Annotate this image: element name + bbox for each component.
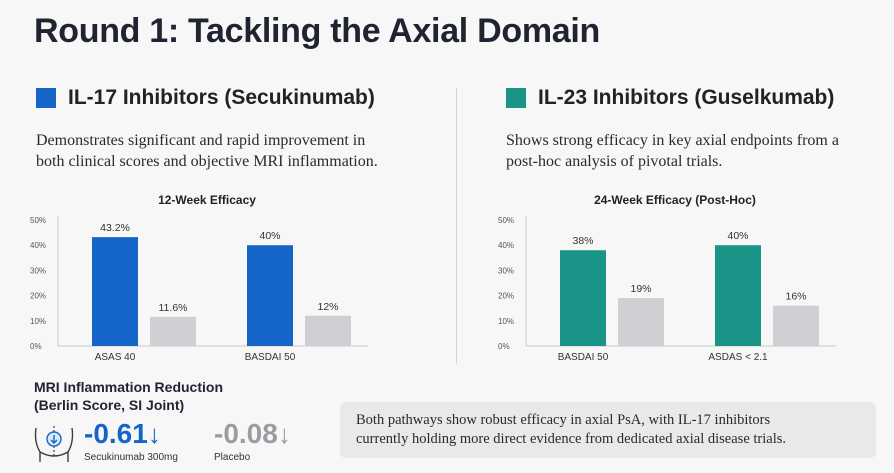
bar [560,250,606,346]
page-title: Round 1: Tackling the Axial Domain [34,12,600,50]
bar [92,237,138,346]
category-label: BASDAI 50 [245,352,296,363]
bar [305,315,351,346]
data-label: 11.6% [159,302,188,314]
down-arrow-icon: ↓ [277,419,291,449]
y-tick-label: 0% [498,342,510,351]
il17-description-line1: Demonstrates significant and rapid impro… [36,132,366,149]
chart-12-week-svg: 12-Week Efficacy 0% 10% 20% 30% 40% 50% 43.2% 11… [30,193,368,363]
data-label: 40% [259,230,280,242]
si-joint-icon [34,426,74,462]
data-label: 16% [785,291,806,303]
data-label: 38% [572,235,593,247]
il23-description: Shows strong efficacy in key axial endpo… [506,130,839,172]
placebo-mri-number: -0.08 [214,418,278,449]
y-tick-label: 30% [498,266,514,275]
category-label: BASDAI 50 [558,352,609,363]
il17-heading: IL-17 Inhibitors (Secukinumab) [36,86,375,110]
summary-note-line2: currently holding more direct evidence f… [356,431,786,447]
y-tick-label: 50% [498,216,514,225]
chart-24-week-svg: 24-Week Efficacy (Post-Hoc) 0% 10% 20% 30% 40… [498,193,836,363]
chart-title: 24-Week Efficacy (Post-Hoc) [594,193,756,207]
bar [150,316,196,346]
data-label: 12% [317,301,338,313]
placebo-mri-value: -0.08↓ [214,418,291,450]
bar [247,245,293,346]
summary-note: Both pathways show robust efficacy in ax… [340,402,876,458]
y-tick-label: 10% [498,317,514,326]
secukinumab-mri-value: -0.61↓ [84,418,161,450]
data-label: 40% [727,230,748,242]
il23-description-line1: Shows strong efficacy in key axial endpo… [506,132,839,149]
y-tick-label: 40% [498,241,514,250]
section-divider [456,88,457,364]
il23-color-swatch [506,88,526,108]
mri-title-line2: (Berlin Score, SI Joint) [34,397,185,413]
mri-title: MRI Inflammation Reduction (Berlin Score… [34,378,223,414]
y-tick-label: 20% [498,292,514,301]
data-label: 19% [630,283,651,295]
chart-title: 12-Week Efficacy [158,193,256,207]
il17-color-swatch [36,88,56,108]
y-tick-label: 20% [30,292,46,301]
y-tick-label: 30% [30,266,46,275]
down-arrow-icon: ↓ [147,419,161,449]
chart-24-week: 24-Week Efficacy (Post-Hoc) 0% 10% 20% 30% 40… [496,190,858,368]
data-label: 43.2% [100,222,130,234]
il23-description-line2: post-hoc analysis of pivotal trials. [506,153,723,170]
secukinumab-mri-number: -0.61 [84,418,148,449]
il17-heading-text: IL-17 Inhibitors (Secukinumab) [68,86,375,109]
il23-heading: IL-23 Inhibitors (Guselkumab) [506,86,834,110]
y-tick-label: 10% [30,317,46,326]
secukinumab-mri-label: Secukinumab 300mg [84,452,178,463]
bar [618,298,664,346]
y-tick-label: 50% [30,216,46,225]
y-tick-label: 40% [30,241,46,250]
summary-note-line1: Both pathways show robust efficacy in ax… [356,412,771,428]
category-label: ASDAS < 2.1 [708,352,768,363]
il17-description: Demonstrates significant and rapid impro… [36,130,378,172]
il17-description-line2: both clinical scores and objective MRI i… [36,153,378,170]
chart-12-week: 12-Week Efficacy 0% 10% 20% 30% 40% 50% 43.2% 11… [28,190,390,368]
bar [715,245,761,346]
category-label: ASAS 40 [95,352,136,363]
y-tick-label: 0% [30,342,42,351]
mri-title-line1: MRI Inflammation Reduction [34,379,223,395]
bar [773,305,819,346]
placebo-mri-label: Placebo [214,452,251,463]
il23-heading-text: IL-23 Inhibitors (Guselkumab) [538,86,835,109]
